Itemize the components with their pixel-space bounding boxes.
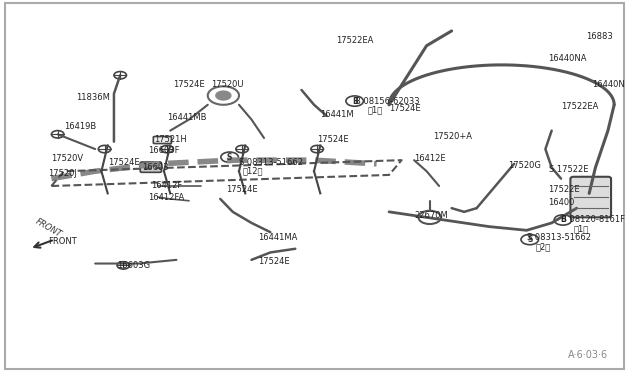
Text: A·6·03·6: A·6·03·6 bbox=[568, 350, 608, 359]
Text: B: B bbox=[560, 215, 566, 224]
Text: S 17522E: S 17522E bbox=[548, 165, 588, 174]
Text: 16441M: 16441M bbox=[320, 109, 354, 119]
Text: 17520J: 17520J bbox=[48, 169, 77, 177]
Text: 16441MA: 16441MA bbox=[258, 233, 297, 242]
Text: S: S bbox=[527, 235, 532, 244]
Text: 17524E: 17524E bbox=[317, 135, 349, 144]
Text: （2）: （2） bbox=[536, 243, 551, 251]
Text: 16412FA: 16412FA bbox=[148, 193, 184, 202]
Text: 16412E: 16412E bbox=[414, 154, 445, 163]
Text: 17522E: 17522E bbox=[548, 185, 580, 194]
Text: S 08313-51662: S 08313-51662 bbox=[239, 157, 303, 167]
Text: 16440NA: 16440NA bbox=[548, 54, 587, 63]
Text: B 08156-62033: B 08156-62033 bbox=[355, 97, 419, 106]
Text: 17521H: 17521H bbox=[155, 135, 188, 144]
Text: 17524E: 17524E bbox=[389, 104, 420, 113]
Text: 17520G: 17520G bbox=[508, 161, 541, 170]
Text: 17524E: 17524E bbox=[108, 157, 140, 167]
Text: FRONT: FRONT bbox=[33, 217, 63, 240]
Text: 16603F: 16603F bbox=[148, 147, 180, 155]
Text: S: S bbox=[227, 153, 232, 162]
Text: 16419B: 16419B bbox=[64, 122, 96, 131]
Text: 17520+A: 17520+A bbox=[433, 132, 472, 141]
Text: 17524E: 17524E bbox=[173, 80, 205, 89]
Text: 16400: 16400 bbox=[548, 198, 575, 207]
Text: 22670M: 22670M bbox=[414, 211, 448, 220]
Text: （1）: （1） bbox=[573, 224, 589, 233]
Text: （12）: （12） bbox=[242, 167, 262, 176]
Text: 11836M: 11836M bbox=[76, 93, 110, 102]
Text: 17520U: 17520U bbox=[211, 80, 243, 89]
Text: 17522EA: 17522EA bbox=[336, 36, 373, 45]
Text: 17520V: 17520V bbox=[51, 154, 84, 163]
FancyBboxPatch shape bbox=[154, 137, 172, 144]
Text: （1）: （1） bbox=[367, 106, 383, 115]
Text: B: B bbox=[352, 97, 358, 106]
FancyBboxPatch shape bbox=[570, 177, 611, 217]
Text: 16412F: 16412F bbox=[152, 182, 182, 190]
Text: 16603: 16603 bbox=[142, 163, 169, 172]
Text: FRONT: FRONT bbox=[48, 237, 77, 246]
Circle shape bbox=[216, 91, 231, 100]
Text: 16883: 16883 bbox=[586, 32, 612, 41]
FancyBboxPatch shape bbox=[140, 162, 161, 172]
Text: 16440N: 16440N bbox=[592, 80, 625, 89]
Text: 17524E: 17524E bbox=[227, 185, 258, 194]
Text: 16603G: 16603G bbox=[117, 261, 150, 270]
Text: S 08313-51662: S 08313-51662 bbox=[527, 233, 591, 242]
Text: 16441MB: 16441MB bbox=[167, 113, 207, 122]
Text: 17522EA: 17522EA bbox=[561, 102, 598, 111]
Text: B 08120-8161F: B 08120-8161F bbox=[561, 215, 625, 224]
Text: 17524E: 17524E bbox=[258, 257, 289, 266]
